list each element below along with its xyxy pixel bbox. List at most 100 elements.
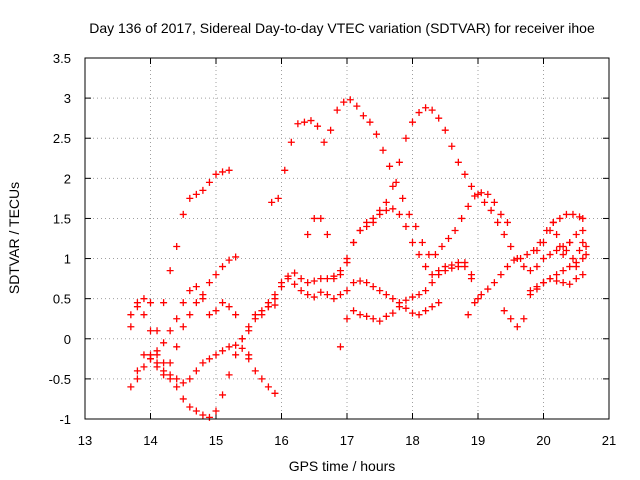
data-point bbox=[264, 383, 272, 391]
data-point bbox=[258, 375, 266, 383]
data-point bbox=[415, 109, 423, 117]
data-point bbox=[219, 347, 227, 355]
data-point bbox=[409, 239, 416, 247]
data-point bbox=[330, 295, 338, 303]
x-tick-label: 21 bbox=[602, 433, 616, 448]
data-point bbox=[353, 102, 361, 110]
data-point bbox=[540, 239, 547, 247]
series-track-11 bbox=[464, 210, 587, 319]
data-point bbox=[153, 347, 161, 355]
data-point bbox=[317, 288, 325, 296]
data-point bbox=[376, 287, 384, 295]
x-tick-label: 16 bbox=[274, 433, 288, 448]
data-point bbox=[546, 275, 554, 283]
data-point bbox=[363, 312, 371, 320]
data-point bbox=[458, 214, 466, 222]
data-point bbox=[474, 190, 482, 198]
data-point bbox=[513, 323, 521, 331]
data-point bbox=[238, 335, 246, 343]
data-point bbox=[166, 267, 174, 275]
data-point bbox=[147, 327, 154, 335]
data-point bbox=[179, 210, 187, 218]
data-point bbox=[291, 269, 299, 277]
y-tick-label: 2.5 bbox=[53, 131, 71, 146]
data-point bbox=[566, 239, 574, 247]
data-point bbox=[395, 303, 403, 311]
data-point bbox=[166, 359, 174, 367]
data-point bbox=[386, 162, 394, 170]
data-point bbox=[251, 315, 259, 323]
data-point bbox=[389, 182, 397, 190]
data-point bbox=[350, 307, 358, 315]
data-point bbox=[369, 218, 377, 226]
data-point bbox=[350, 279, 358, 287]
data-point bbox=[438, 243, 446, 251]
data-point bbox=[448, 142, 456, 150]
data-point bbox=[251, 367, 259, 375]
data-point bbox=[490, 198, 498, 206]
data-point bbox=[566, 263, 574, 271]
data-point bbox=[287, 138, 295, 146]
data-point bbox=[451, 226, 459, 234]
data-point bbox=[147, 351, 154, 359]
data-point bbox=[278, 279, 285, 287]
data-point bbox=[356, 277, 364, 285]
data-point bbox=[520, 315, 528, 323]
data-point bbox=[376, 317, 384, 325]
data-point bbox=[314, 122, 322, 130]
data-point bbox=[409, 309, 416, 317]
data-point bbox=[569, 210, 577, 218]
data-point bbox=[428, 279, 436, 287]
data-point bbox=[327, 126, 335, 134]
data-point bbox=[363, 279, 371, 287]
data-point bbox=[307, 117, 315, 125]
data-point bbox=[399, 194, 407, 202]
data-point bbox=[304, 230, 312, 238]
data-point bbox=[300, 118, 308, 126]
data-point bbox=[238, 344, 246, 352]
chart-title: Day 136 of 2017, Sidereal Day-to-day VTE… bbox=[89, 20, 595, 36]
data-point bbox=[186, 375, 194, 383]
data-point bbox=[336, 267, 344, 275]
y-tick-label: -0.5 bbox=[49, 372, 71, 387]
data-point bbox=[225, 166, 233, 174]
data-point bbox=[323, 291, 331, 299]
data-point bbox=[409, 118, 416, 126]
data-point bbox=[428, 106, 436, 114]
x-tick-label: 20 bbox=[536, 433, 550, 448]
data-point bbox=[572, 275, 580, 283]
data-point bbox=[343, 255, 351, 263]
data-point bbox=[559, 279, 567, 287]
y-tick-label: 0.5 bbox=[53, 292, 71, 307]
data-point bbox=[199, 186, 207, 194]
data-point bbox=[179, 379, 187, 387]
data-point bbox=[494, 218, 502, 226]
data-point bbox=[323, 230, 331, 238]
data-point bbox=[225, 256, 233, 264]
x-tick-label: 18 bbox=[405, 433, 419, 448]
data-point bbox=[405, 210, 413, 218]
data-point bbox=[173, 383, 181, 391]
data-point bbox=[205, 413, 213, 421]
data-point bbox=[199, 359, 207, 367]
data-point bbox=[310, 277, 318, 285]
data-point bbox=[428, 271, 436, 279]
series-track-3 bbox=[127, 283, 279, 397]
data-point bbox=[323, 275, 331, 283]
data-point bbox=[540, 279, 547, 287]
data-point bbox=[562, 247, 570, 255]
data-point bbox=[454, 263, 462, 271]
series-track-10 bbox=[336, 259, 482, 351]
data-point bbox=[579, 271, 587, 279]
data-point bbox=[219, 299, 227, 307]
data-point bbox=[192, 367, 200, 375]
data-point bbox=[402, 222, 410, 230]
data-point bbox=[582, 251, 590, 259]
series-track-5 bbox=[147, 301, 279, 421]
data-point bbox=[546, 251, 554, 259]
data-point bbox=[562, 210, 570, 218]
data-point bbox=[336, 291, 344, 299]
data-point bbox=[166, 375, 174, 383]
data-point bbox=[219, 263, 227, 271]
data-point bbox=[173, 343, 181, 351]
